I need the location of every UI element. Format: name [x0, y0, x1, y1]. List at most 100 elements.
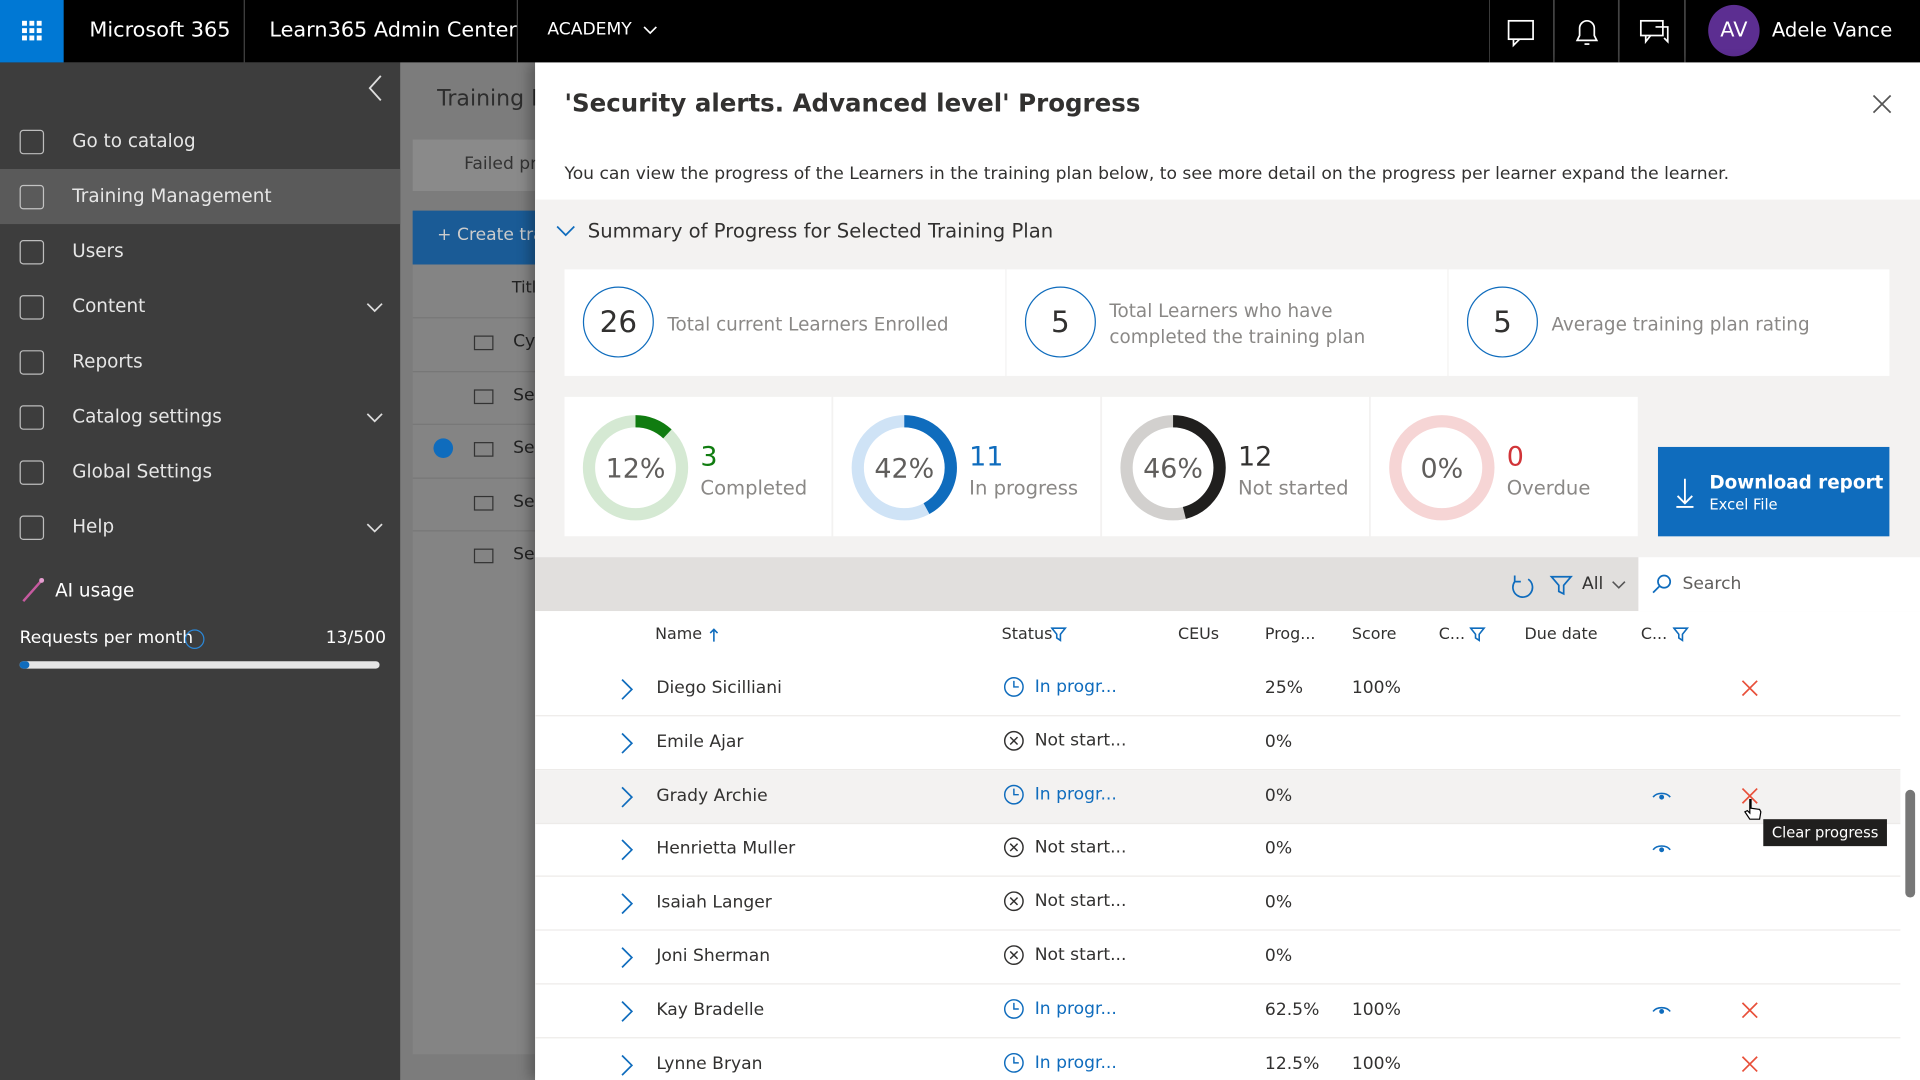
status-glyph	[1013, 1002, 1019, 1010]
column-header[interactable]: Score	[1351, 625, 1397, 645]
status-glyph	[1013, 788, 1019, 795]
bg-search	[412, 139, 536, 192]
avatar[interactable]: AV	[1708, 4, 1760, 57]
bg-button-text: + Create tra	[437, 225, 544, 245]
search-placeholder[interactable]: Search	[1682, 574, 1742, 594]
summary-heading[interactable]: Summary of Progress for Selected Trainin…	[587, 219, 1054, 243]
learner-row[interactable]: Emile Ajar Not start... 0%	[535, 716, 1901, 770]
stat-label: Average training plan rating	[1551, 313, 1810, 336]
expand-path	[621, 1054, 634, 1076]
toolbar-icons[interactable]	[1506, 572, 1628, 599]
stat-card: 26 Total current Learners Enrolled	[564, 269, 1006, 376]
donut-count: 0	[1507, 441, 1524, 472]
column-header[interactable]: CEUs	[1177, 625, 1220, 645]
view-icon[interactable]	[1651, 1001, 1673, 1018]
learner-row[interactable]: Lynne Bryan In progr... 12.5% 100%	[535, 1038, 1900, 1080]
bg-row-line	[412, 317, 536, 319]
donut-percent: 12%	[606, 454, 666, 485]
user-name[interactable]: Adele Vance	[1771, 18, 1893, 42]
learner-row[interactable]: Diego Sicilliani In progr... 25% 100%	[535, 662, 1901, 717]
nav-item[interactable]: Training Management	[0, 168, 401, 225]
progress: 25%	[1264, 678, 1304, 698]
learner-row[interactable]: Kay Bradelle In progr... 62.5% 100%	[535, 984, 1901, 1039]
nav-label: Help	[72, 515, 115, 538]
progress: 0%	[1264, 946, 1293, 967]
column-header[interactable]: Name	[655, 625, 703, 645]
collapse-summary[interactable]	[555, 220, 577, 242]
nav-item[interactable]: Users	[0, 224, 400, 279]
donut-caption: In progress	[969, 477, 1078, 500]
status-icon	[1003, 837, 1024, 858]
top-icons[interactable]	[1488, 0, 1709, 63]
column-header[interactable]: Status	[1001, 625, 1053, 645]
info-icon[interactable]	[184, 629, 205, 649]
column-header[interactable]: Due date	[1524, 625, 1598, 645]
stat-card: 5 Average training plan rating	[1448, 269, 1890, 376]
learner-row[interactable]: Henrietta Muller Not start... 0%	[535, 823, 1901, 878]
status: Not start...	[1034, 945, 1127, 965]
bg-list	[412, 264, 536, 1055]
learner-row[interactable]: Grady Archie In progr... 0%	[535, 769, 1901, 824]
status-icon	[1003, 1052, 1024, 1073]
status: Not start...	[1034, 730, 1127, 751]
view-icon[interactable]	[1651, 840, 1673, 857]
donut-card	[1102, 396, 1369, 537]
view-icon[interactable]	[1651, 787, 1673, 804]
column-header[interactable]: C...	[1640, 625, 1668, 645]
status-circle	[1003, 891, 1024, 912]
stat-value: 5	[1024, 286, 1096, 358]
center-name[interactable]: Learn365 Admin Center	[269, 18, 517, 43]
learner-name: Kay Bradelle	[656, 1000, 765, 1020]
expand-path	[621, 947, 634, 968]
clear-icon[interactable]	[1741, 680, 1758, 697]
progress: 0%	[1264, 785, 1293, 806]
bg-row-icon	[473, 388, 494, 404]
learner-row[interactable]: Joni Sherman Not start... 0%	[535, 931, 1901, 985]
status-icon	[1003, 784, 1024, 805]
collapse[interactable]	[365, 73, 387, 102]
divider	[243, 0, 245, 63]
close[interactable]	[1871, 93, 1893, 115]
app-launcher[interactable]	[0, 0, 64, 63]
nav-item[interactable]: Global Settings	[0, 444, 400, 499]
search-box[interactable]	[1638, 557, 1920, 612]
nav-item[interactable]: Content	[0, 279, 400, 334]
expand-path	[621, 786, 634, 808]
nav-icon	[19, 184, 45, 210]
chevron-path	[366, 523, 383, 533]
filter-all[interactable]: All	[1582, 574, 1604, 594]
bg-row-line	[412, 423, 536, 425]
search-icon	[1652, 574, 1672, 594]
clear-icon[interactable]	[1741, 1055, 1758, 1072]
tenant[interactable]: ACADEMY	[547, 19, 632, 40]
expand-path	[621, 732, 634, 754]
clear-icon[interactable]	[1741, 787, 1758, 804]
status-circle	[1003, 677, 1024, 697]
pupil	[1659, 794, 1665, 800]
bg-row-line	[412, 476, 536, 479]
scrollbar[interactable]	[1900, 662, 1920, 1080]
column-header[interactable]: Prog...	[1264, 625, 1316, 645]
nav-item[interactable]: Help	[0, 500, 400, 555]
cursor	[1744, 798, 1762, 820]
clear-icon[interactable]	[1741, 1001, 1758, 1018]
column-icon	[1469, 627, 1486, 642]
status-circle	[1003, 998, 1024, 1019]
nav-item[interactable]: Go to catalog	[0, 114, 400, 169]
nav-label: Global Settings	[72, 460, 213, 483]
bg-row-line	[412, 530, 536, 532]
learner-row[interactable]: Isaiah Langer Not start... 0%	[535, 877, 1901, 931]
bg-button-label: Create tra	[456, 225, 544, 245]
app-name[interactable]: Microsoft 365	[89, 18, 231, 43]
column-icon	[1050, 627, 1067, 642]
donut-track	[1389, 415, 1495, 521]
download-button[interactable]: Download report Excel File	[1657, 446, 1890, 537]
nav-item[interactable]: Catalog settings	[0, 389, 400, 444]
cross	[1741, 1002, 1758, 1018]
status-icon	[1003, 891, 1024, 912]
nav-item[interactable]: Reports	[0, 334, 400, 389]
column-header[interactable]: C...	[1438, 625, 1466, 645]
bg-title: Training M	[437, 85, 551, 112]
bg-row-icon	[473, 335, 494, 351]
